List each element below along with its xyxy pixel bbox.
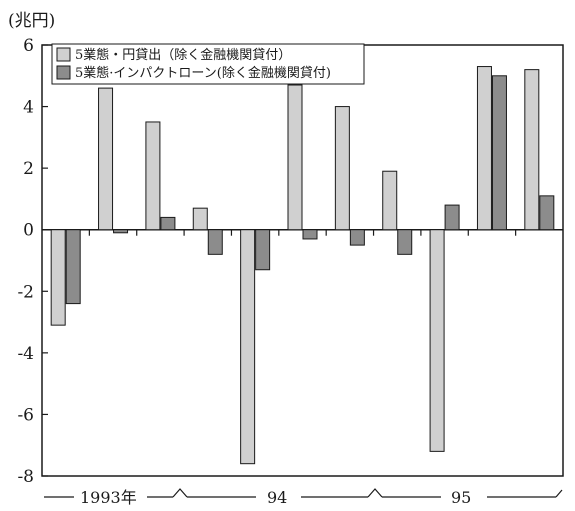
legend-swatch-impact-loans [56,65,71,80]
bar-loans-11 [524,69,540,231]
y-unit-label: (兆円) [8,11,55,31]
bar-impact-loans-5 [255,229,271,271]
year-label-94: 94 [267,488,287,507]
bar-loans-1 [50,229,66,326]
y-tick-label: 4 [23,98,34,118]
x-axis-year-band [44,488,563,498]
bar-loans-7 [334,106,350,231]
y-tick-label: -8 [17,467,34,487]
bar-impact-loans-11 [539,195,555,231]
y-tick-label: -2 [17,282,34,302]
bar-loans-8 [382,170,398,231]
legend-label-impact-loans: 5業態·インパクトローン(除く金融機関貸付) [75,65,331,81]
bar-loans-5 [240,229,256,465]
bar-impact-loans-8 [397,229,413,255]
x-axis-ticks [88,229,517,236]
bars [50,66,555,465]
year-label-1993: 1993年 [80,488,137,507]
year-break-1 [172,488,188,498]
bar-impact-loans-9 [444,204,460,231]
bar-impact-loans-4 [207,229,223,255]
bar-impact-loans-1 [65,229,81,305]
bar-impact-loans-3 [160,216,176,231]
legend-label-loans: 5業態・円貸出（除く金融機関貸付） [75,47,291,63]
legend-box [51,43,365,85]
bar-loans-9 [429,229,445,452]
legend: 5業態・円貸出（除く金融機関貸付） 5業態·インパクトローン(除く金融機関貸付) [51,43,365,85]
y-tick-label: 6 [23,36,34,56]
bar-impact-loans-2 [113,229,129,234]
legend-swatch-loans [56,47,71,62]
y-axis: 6 4 2 0 -2 -4 -6 -8 [17,36,48,487]
year-break-2 [367,488,383,498]
y-tick-label: -6 [17,405,34,425]
y-tick-label: 0 [23,221,34,241]
bar-loans-3 [145,121,161,231]
bar-impact-loans-10 [491,75,507,231]
bar-loans-2 [98,87,114,231]
bar-loans-10 [476,66,492,231]
y-tick-label: 2 [23,159,34,179]
bar-loans-4 [192,207,208,231]
year-label-95: 95 [451,488,471,507]
bar-impact-loans-6 [302,229,318,240]
y-tick-label: -4 [17,344,34,364]
bar-loans-6 [287,84,303,231]
bar-impact-loans-7 [349,229,365,246]
year-break-3 [555,489,563,498]
